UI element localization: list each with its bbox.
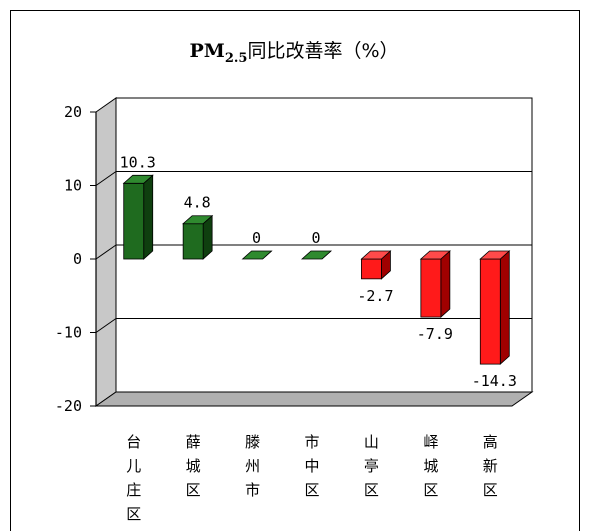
gridline-diagonal [95, 318, 117, 333]
y-tick-label: 10 [64, 177, 82, 195]
bar [300, 250, 333, 260]
bar [182, 214, 214, 260]
bar-top [122, 174, 154, 184]
y-tick-label: -10 [55, 324, 82, 342]
data-labels: 10.3 4.8 0 0 -2.7 -7.9 -14.3 [120, 153, 517, 390]
title-main: PM [189, 40, 224, 62]
category-label: 高新区 [483, 433, 498, 499]
floor [94, 391, 534, 407]
gridline-diagonal [95, 171, 117, 186]
bars [122, 174, 511, 365]
bar-side [499, 250, 510, 365]
bar-front [479, 258, 501, 365]
data-label: 0 [252, 229, 261, 247]
y-tick-label: 0 [73, 250, 82, 268]
data-label: -14.3 [472, 372, 517, 390]
category-label: 滕州市 [245, 433, 260, 499]
category-labels: 台儿庄区 薛城区 滕州市 市中区 山亭区 峄城区 高新区 [126, 433, 498, 523]
data-label: -7.9 [417, 325, 453, 343]
bar [479, 250, 511, 365]
bar-front [123, 182, 145, 260]
bar-top [419, 250, 451, 260]
y-tick-label: -20 [55, 397, 82, 415]
bar-front [361, 258, 382, 280]
bar-side [143, 174, 154, 260]
title-rest: 同比改善率（%） [247, 40, 398, 62]
bar-top [300, 250, 333, 260]
bar [122, 174, 154, 260]
data-label: 0 [311, 229, 320, 247]
bar-top [360, 250, 392, 260]
category-label: 峄城区 [423, 433, 438, 499]
data-label: -2.7 [357, 287, 393, 305]
bar-top [241, 250, 273, 260]
bar-front [182, 223, 204, 260]
data-label: 4.8 [184, 194, 211, 212]
chart-title: PM2.5同比改善率（%） [189, 40, 398, 66]
category-label: 台儿庄区 [126, 433, 141, 523]
bar [241, 250, 273, 260]
y-tick-label: 20 [64, 103, 82, 121]
category-label: 薛城区 [186, 433, 201, 499]
bar-side [440, 250, 451, 318]
bar [419, 250, 451, 318]
bar-top [182, 215, 214, 225]
bar-front [420, 258, 442, 318]
category-label: 山亭区 [364, 433, 379, 499]
category-label: 市中区 [304, 433, 319, 499]
chart-frame [10, 10, 580, 531]
bar-top [479, 250, 511, 260]
gridline-diagonal [95, 244, 117, 260]
title-subscript: 2.5 [225, 51, 248, 66]
y-axis: 20 10 0 -10 -20 [55, 103, 97, 415]
data-label: 10.3 [120, 153, 156, 171]
bar [360, 250, 392, 280]
